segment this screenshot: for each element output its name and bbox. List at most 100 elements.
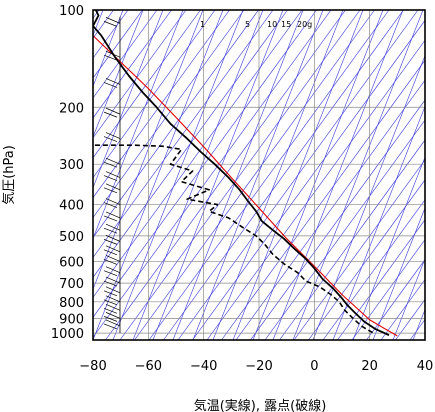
dry-adiabat-line [93,10,158,99]
isotherm-line [93,10,184,240]
isotherm-line [172,10,304,340]
x-tick-label: −40 [190,359,217,374]
plot-frame [92,9,426,341]
dry-adiabat-line [395,298,425,340]
dewpoint-line [93,144,376,335]
temperature-line [93,10,390,337]
y-tick-label: 800 [59,296,84,311]
wind-barb [105,50,121,58]
dry-adiabat-line [279,139,425,340]
y-tick-label: 600 [59,255,84,270]
wind-barb [103,308,118,314]
wind-barb [103,202,118,208]
wind-barb [105,78,121,85]
isotherm-line [252,10,384,340]
wind-barb [103,239,118,245]
wind-barb [105,171,121,178]
isotherm-line [192,10,324,340]
dry-adiabat-line [264,119,425,340]
moist-adiabat-line [93,35,398,337]
mixing-ratio-label: 15 [281,20,291,29]
mixing-ratio-label: 1 [200,20,205,29]
wind-barb [105,266,121,274]
wind-barb [105,245,121,253]
mixing-ratio-labels: 1 5 10 15 20g [200,20,312,29]
wind-barb [103,280,118,287]
background-lines [93,10,425,340]
dry-adiabat-line [308,179,425,340]
wind-barb [103,259,118,265]
dry-adiabat-line [93,10,245,219]
y-tick-label: 100 [59,4,84,19]
wind-barb [103,161,118,168]
wind-barb [103,316,118,322]
wind-barb [103,227,118,234]
dry-adiabat-line [93,10,259,239]
y-tick-label: 300 [59,158,84,173]
wind-barb [105,276,121,284]
x-tick-label: −60 [135,359,162,374]
dry-adiabat-line [351,239,425,340]
wind-barb [105,304,121,311]
wind-barb [105,255,121,262]
dry-adiabat-line [424,338,425,340]
wind-barb [105,157,121,165]
dry-adiabat-line [293,159,425,340]
dry-adiabat-line [93,10,187,139]
dry-adiabat-line [93,10,303,298]
dry-adiabat-line [206,39,425,340]
dry-adiabat-line [93,10,172,119]
wind-barb [103,249,118,256]
wind-barb [105,286,121,294]
x-axis-title: 気温(実線), 露点(破線) [194,398,327,412]
mixing-ratio-label: 10 [267,20,277,29]
isotherm-line [212,10,344,340]
wind-barb [103,136,118,142]
isotherm-line [372,207,425,340]
isotherm-line [412,308,425,340]
dry-adiabat-line [93,10,201,159]
wind-barb [103,175,118,181]
dry-adiabat-line [93,10,317,318]
y-tick-label: 700 [59,277,84,292]
wind-barb [103,215,118,222]
wind-barb [105,183,121,191]
y-axis-title: 気圧(hPa) [1,145,17,205]
dry-adiabat-line [337,219,425,340]
y-tick-label: 1000 [51,327,84,342]
x-tick-labels: −80 −60 −40 −20 0 20 40 [79,359,433,374]
wind-barb [103,299,118,306]
dry-adiabat-line [93,10,114,39]
wind-barbs [103,16,121,334]
isotherm-line [272,10,404,340]
wind-barb [103,270,118,277]
dry-adiabat-line [93,10,216,179]
isotherm-line [312,54,425,340]
wind-barb [103,187,118,194]
isotherm-line [352,156,425,340]
dry-adiabat-line [93,10,332,338]
isotherm-line [112,10,244,340]
wind-barb [105,17,121,24]
isotherm-line [332,105,425,340]
isotherm-line [93,10,124,87]
isotherm-line [232,10,364,340]
wind-barb [105,319,121,327]
dry-adiabat-line [148,10,390,340]
x-tick-label: 0 [310,359,318,374]
dry-adiabat-line [250,99,425,340]
wind-barb [105,223,121,231]
wind-barb [105,132,121,139]
y-tick-label: 900 [59,312,84,327]
wind-barb [103,54,118,61]
isotherm-line [93,10,164,189]
dry-adiabat-line [93,10,288,278]
wind-barb [103,323,118,330]
wind-barb [103,82,118,88]
y-tick-label: 200 [59,101,84,116]
x-tick-label: 20 [361,359,378,374]
x-tick-label: −80 [79,359,106,374]
dry-adiabat-line [235,79,425,340]
